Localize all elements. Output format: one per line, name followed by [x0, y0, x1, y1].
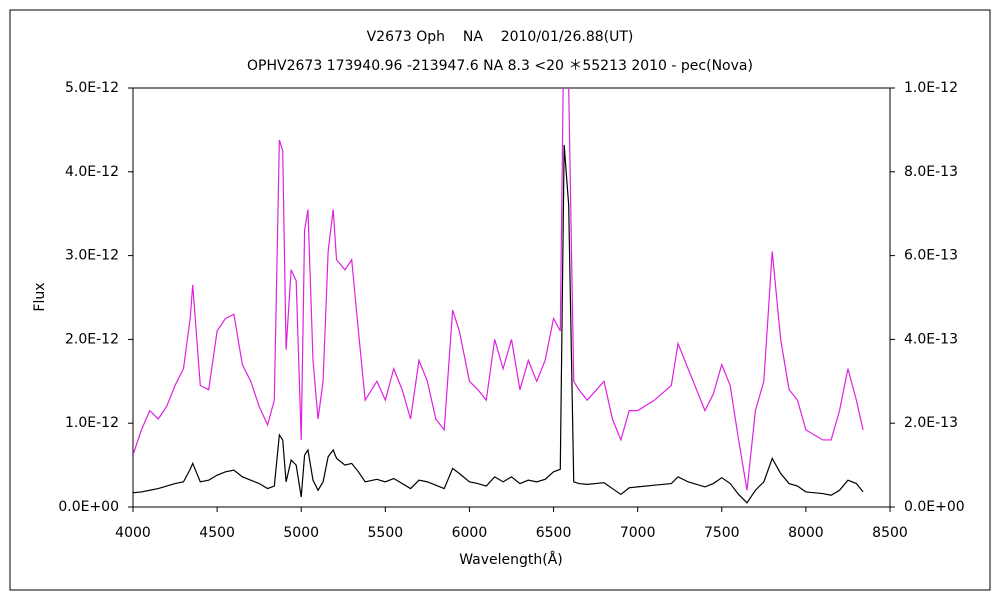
- y2-tick-label: 1.0E-12: [904, 80, 958, 96]
- spectrum-line: [133, 144, 864, 504]
- y-tick-label: 1.0E-12: [65, 415, 119, 431]
- x-tick-label: 5000: [283, 525, 319, 541]
- x-tick-label: 8000: [788, 525, 824, 541]
- y2-tick-label: 2.0E-13: [904, 415, 958, 431]
- spectrum-line: [133, 88, 864, 491]
- y2-tick-label: 8.0E-13: [904, 164, 958, 180]
- y-tick-label: 3.0E-12: [65, 248, 119, 264]
- y-axis-label: Flux: [32, 282, 48, 311]
- x-axis-label: Wavelength(Å): [459, 551, 563, 568]
- y-tick-label: 4.0E-12: [65, 164, 119, 180]
- y2-tick-label: 4.0E-13: [904, 331, 958, 347]
- x-tick-label: 4000: [115, 525, 151, 541]
- x-tick-label: 6000: [452, 525, 488, 541]
- x-tick-label: 7000: [620, 525, 656, 541]
- x-tick-label: 4500: [199, 525, 235, 541]
- x-tick-label: 8500: [872, 525, 908, 541]
- y-tick-label: 2.0E-12: [65, 331, 119, 347]
- plot-area: [132, 87, 891, 508]
- x-tick-label: 6500: [536, 525, 572, 541]
- y2-tick-label: 6.0E-13: [904, 248, 958, 264]
- chart-subtitle: OPHV2673 173940.96 -213947.6 NA 8.3 <20 …: [247, 58, 753, 74]
- x-tick-label: 7500: [704, 525, 740, 541]
- x-tick-label: 5500: [368, 525, 404, 541]
- chart-title: V2673 Oph NA 2010/01/26.88(UT): [367, 29, 634, 45]
- y-tick-label: 5.0E-12: [65, 80, 119, 96]
- y-tick-label: 0.0E+00: [58, 499, 119, 515]
- y2-tick-label: 0.0E+00: [904, 499, 965, 515]
